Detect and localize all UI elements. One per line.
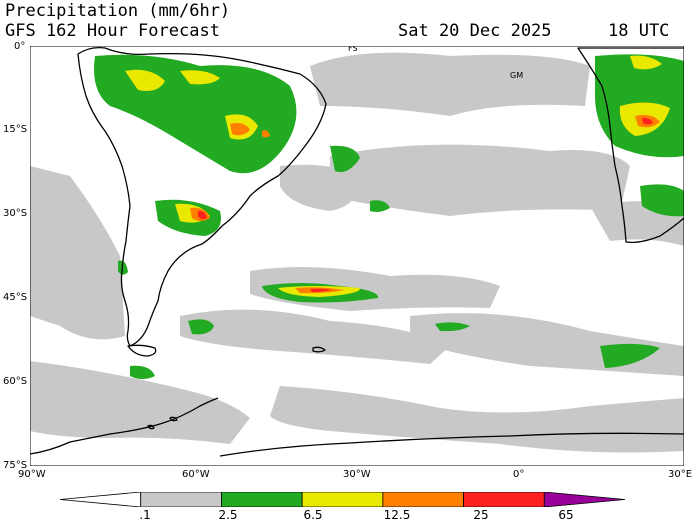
forecast-subtitle: GFS 162 Hour Forecast (5, 21, 220, 41)
coastlines (30, 46, 684, 457)
colorbar-label-12.5: 12.5 (383, 508, 411, 522)
colorbar-label-25: 25 (473, 508, 489, 522)
valid-time: 18 UTC (608, 21, 670, 41)
colorbar-segment (301, 492, 384, 507)
lon-label-90w: 90°W (18, 469, 46, 480)
colorbar-segment (543, 492, 625, 507)
colorbar-segment (221, 492, 303, 507)
lon-label-30w: 30°W (343, 469, 371, 480)
colorbar-label-0.1: .1 (139, 508, 151, 522)
lat-label-45s: 45°S (3, 292, 28, 303)
colorbar-segment (463, 492, 545, 507)
colorbar-segment (382, 492, 464, 507)
lon-label-0: 0° (513, 469, 525, 480)
colorbar-label-6.5: 6.5 (303, 508, 323, 522)
colorbar-label-65: 65 (558, 508, 574, 522)
colorbar-label-2.5: 2.5 (218, 508, 238, 522)
lon-label-60w: 60°W (182, 469, 210, 480)
precipitation-map: FS GM (30, 46, 684, 466)
map-title: Precipitation (mm/6hr) (5, 1, 231, 21)
lat-label-0: 0° (14, 41, 26, 52)
lat-label-15s: 15°S (3, 124, 28, 135)
place-label-fs: FS (348, 46, 358, 53)
precip-colorbar (60, 492, 625, 507)
colorbar-segment (60, 492, 142, 507)
colorbar-segment (140, 492, 222, 507)
valid-date: Sat 20 Dec 2025 (398, 21, 552, 41)
place-label-gm: GM (510, 71, 523, 80)
intense-precip-areas (190, 114, 660, 294)
lon-label-30e: 30°E (668, 469, 693, 480)
lat-label-60s: 60°S (3, 376, 28, 387)
lat-label-75s: 75°S (3, 460, 28, 471)
lat-label-30s: 30°S (3, 208, 28, 219)
